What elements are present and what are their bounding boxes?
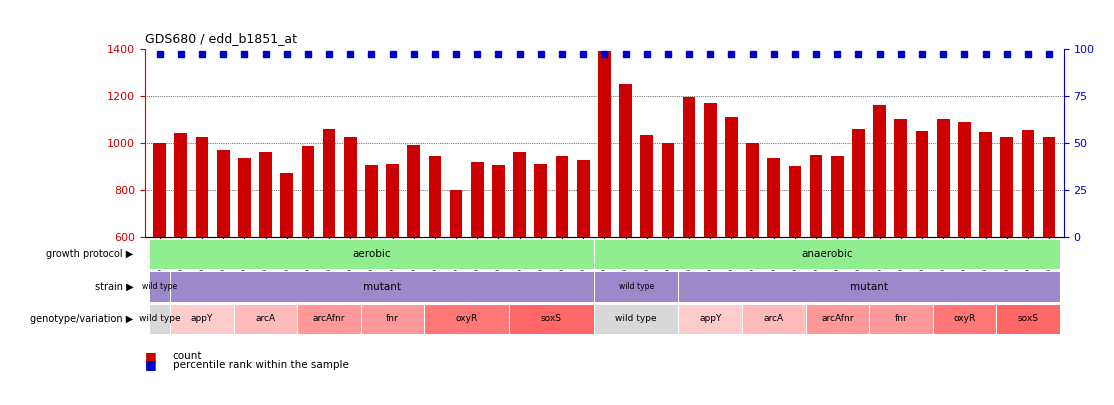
Text: ■: ■ xyxy=(145,350,157,363)
Bar xyxy=(450,190,462,378)
Bar xyxy=(577,160,589,378)
Bar xyxy=(916,131,928,378)
Bar xyxy=(514,152,526,378)
Bar xyxy=(704,103,716,378)
Text: wild type: wild type xyxy=(615,314,657,324)
Bar xyxy=(895,119,907,378)
Bar xyxy=(387,164,399,378)
Text: appY: appY xyxy=(700,314,722,324)
Text: mutant: mutant xyxy=(363,281,401,292)
Bar xyxy=(1000,137,1013,378)
Text: growth protocol ▶: growth protocol ▶ xyxy=(47,249,134,259)
Text: soxS: soxS xyxy=(1017,314,1038,324)
Text: appY: appY xyxy=(190,314,213,324)
Text: GDS680 / edd_b1851_at: GDS680 / edd_b1851_at xyxy=(145,32,296,45)
Text: wild type: wild type xyxy=(618,282,654,291)
Bar xyxy=(746,143,759,378)
Bar xyxy=(344,137,356,378)
Bar xyxy=(471,162,483,378)
Bar xyxy=(789,166,801,378)
Bar xyxy=(260,152,272,378)
Bar xyxy=(429,156,441,378)
Text: arcA: arcA xyxy=(255,314,275,324)
Text: wild type: wild type xyxy=(143,282,177,291)
Text: arcAfnr: arcAfnr xyxy=(313,314,345,324)
Bar xyxy=(175,133,187,378)
Bar xyxy=(641,134,653,378)
Bar xyxy=(492,165,505,378)
Bar xyxy=(937,119,949,378)
Text: ■: ■ xyxy=(145,358,157,371)
Bar xyxy=(768,158,780,378)
Text: mutant: mutant xyxy=(850,281,888,292)
Bar xyxy=(408,145,420,378)
Bar xyxy=(1043,137,1055,378)
Bar xyxy=(1022,130,1034,378)
Text: arcA: arcA xyxy=(764,314,784,324)
Bar xyxy=(873,105,886,378)
Text: arcAfnr: arcAfnr xyxy=(821,314,853,324)
Bar xyxy=(217,150,229,378)
Bar xyxy=(725,117,737,378)
Text: oxyR: oxyR xyxy=(954,314,976,324)
Bar xyxy=(556,156,568,378)
Bar xyxy=(852,129,864,378)
Text: wild type: wild type xyxy=(139,314,180,324)
Text: soxS: soxS xyxy=(541,314,561,324)
Text: oxyR: oxyR xyxy=(456,314,478,324)
Text: anaerobic: anaerobic xyxy=(801,249,852,259)
Bar xyxy=(196,137,208,378)
Bar xyxy=(683,97,695,378)
Text: genotype/variation ▶: genotype/variation ▶ xyxy=(30,314,134,324)
Text: strain ▶: strain ▶ xyxy=(95,281,134,292)
Bar xyxy=(831,156,843,378)
Bar xyxy=(958,122,970,378)
Text: percentile rank within the sample: percentile rank within the sample xyxy=(173,360,349,369)
Text: aerobic: aerobic xyxy=(352,249,391,259)
Bar xyxy=(619,84,632,378)
Bar xyxy=(979,132,991,378)
Text: fnr: fnr xyxy=(895,314,907,324)
Bar xyxy=(238,158,251,378)
Bar xyxy=(281,173,293,378)
Bar xyxy=(535,164,547,378)
Bar xyxy=(154,143,166,378)
Bar xyxy=(302,146,314,378)
Bar xyxy=(662,143,674,378)
Bar xyxy=(323,129,335,378)
Bar xyxy=(810,155,822,378)
Text: fnr: fnr xyxy=(387,314,399,324)
Bar xyxy=(365,165,378,378)
Bar xyxy=(598,51,610,378)
Text: count: count xyxy=(173,352,202,361)
